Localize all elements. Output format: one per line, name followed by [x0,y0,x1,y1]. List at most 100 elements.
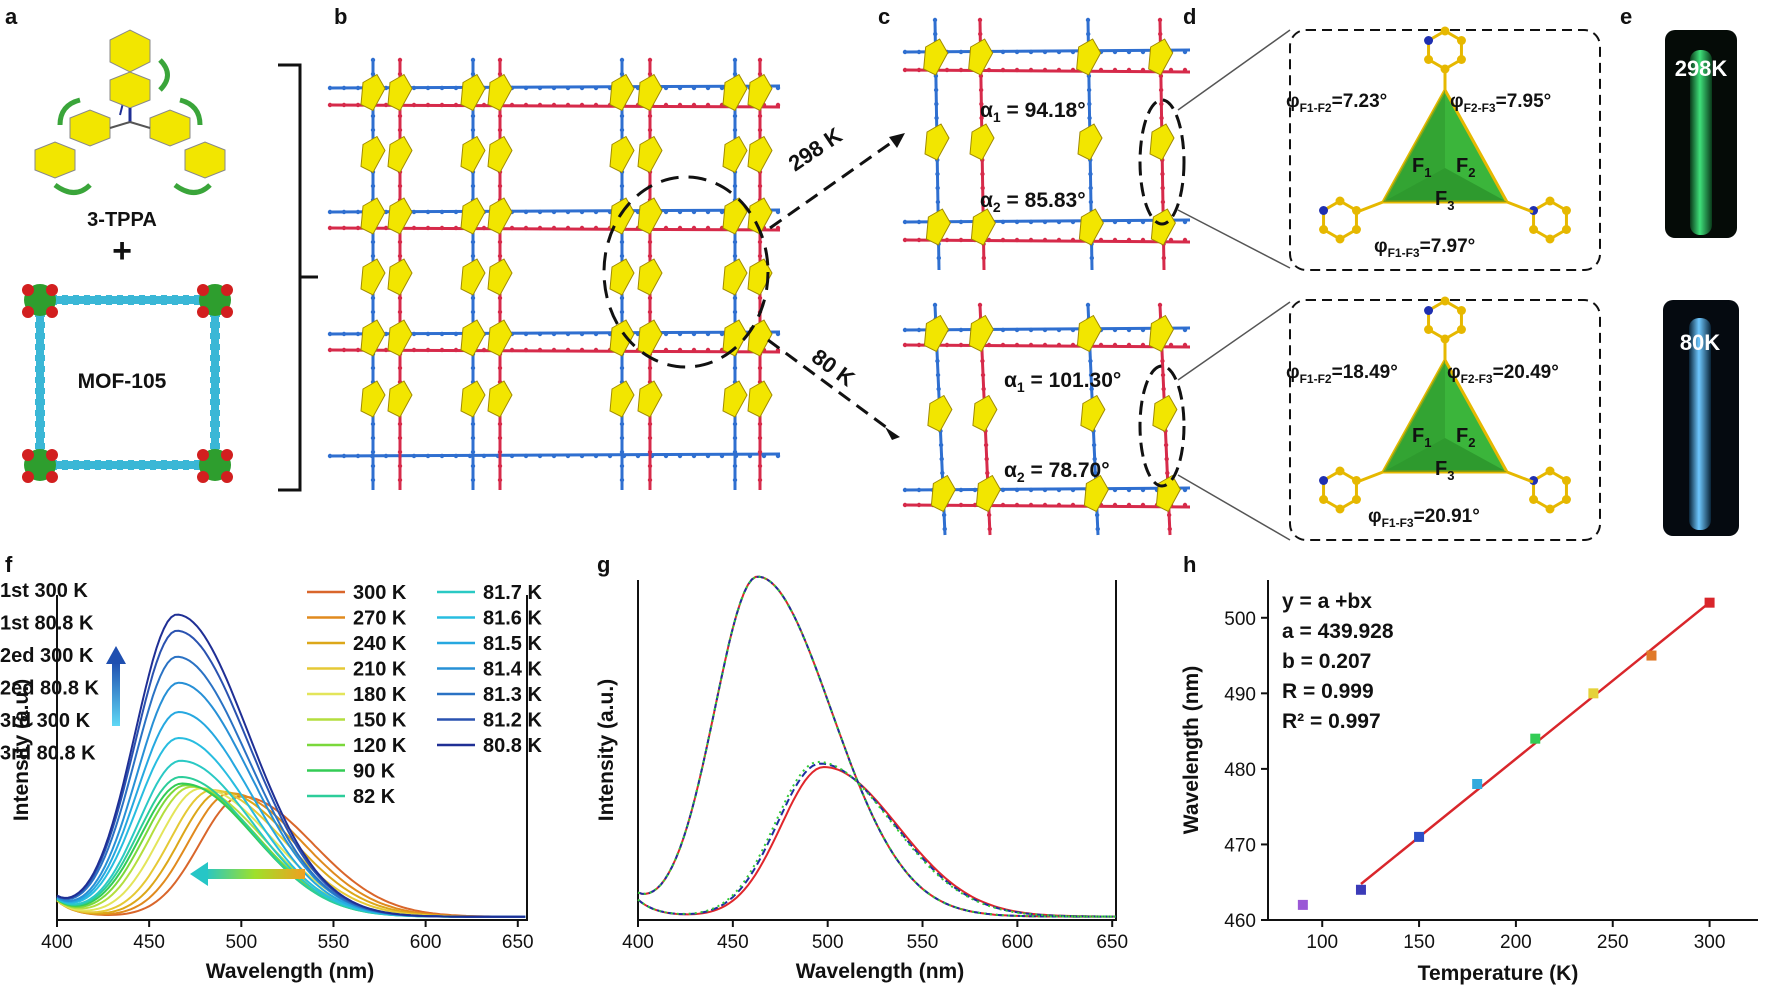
ligand-hexagon [747,73,773,112]
legend-label-4: 180 K [353,684,407,706]
y-tick-label: 480 [1224,760,1256,781]
ligand-hexagon [1148,38,1174,76]
series-line-3 [637,575,1116,918]
chart-h-ylabel: Wavelength (nm) [1180,666,1203,834]
face-f2-80k: F2 [1456,425,1475,450]
ligand-hexagon [387,380,413,418]
arrow-80k [767,338,891,432]
ligand-hexagon [637,135,663,174]
x-tick-label: 150 [1403,932,1435,953]
legend-label-9: 81.7 K [483,582,542,604]
ligand-hexagon [609,135,635,174]
panel-a-label: a [5,4,18,29]
x-tick-label: 600 [410,932,442,953]
panel-f-label: f [5,552,13,577]
ligand-hexagon [487,319,513,357]
zoom-ellipse-298k [1138,98,1186,226]
x-tick-label: 250 [1597,932,1629,953]
ligand-hexagon [387,319,413,357]
ligand-hexagon [968,314,994,353]
ligand-hexagon [609,258,635,296]
legend-label-3: 210 K [353,659,407,681]
ligand-hexagon [969,123,995,161]
plus-sign: + [112,232,132,270]
legend-label-1: 1st 80.8 K [0,613,94,635]
ligand-hexagon [747,135,773,174]
ligand-hexagon [975,474,1001,513]
legend-label-14: 81.2 K [483,710,542,732]
ligand-hexagon [487,258,513,296]
x-tick-label: 600 [1002,932,1034,953]
series-line-11 [56,710,526,918]
legend-label-3: 2ed 80.8 K [0,678,100,700]
ligand-hexagon [1080,394,1106,433]
ligand-hexagon [1077,123,1103,161]
conformer-box-298k [1289,29,1601,271]
pyridine-ring [1532,469,1568,511]
ligand-hexagon [1148,314,1174,353]
ligand-hexagon [722,258,748,296]
legend-label-1: 270 K [353,608,407,630]
ligand-hexagon [927,394,953,433]
ligand-hexagon [1076,314,1102,353]
legend-label-0: 300 K [353,582,407,604]
ligand-hexagon [1083,474,1109,513]
ligand-hexagon [460,319,486,357]
chart-h: 100 150 200 250 300 460 470 480 490 500 y = a +bx a… [1224,580,1758,953]
series-line-5 [637,575,1116,918]
ligand-hexagon [487,73,513,112]
vial-label-80k: 80K [1680,330,1720,355]
ligand-hexagon [487,380,513,418]
x-tick-label: 400 [622,932,654,953]
data-point-7 [1704,597,1715,608]
series-line-15 [56,613,526,918]
arrow-298k [769,138,896,230]
series-line-4 [637,760,1117,918]
ligand-hexagon [972,394,998,433]
ligand-hexagon [722,135,748,174]
ligand-hexagon [460,73,486,112]
phi-f1f3-298k: φF1-F3=7.97° [1374,236,1475,260]
ligand-hexagon [1076,38,1102,76]
ligand-name: 3-TPPA [87,209,157,231]
arrow-298k-label: 298 K [784,123,847,177]
conformer-box-80k [1289,299,1601,541]
ligand-hexagon [970,208,996,246]
pyridine-ring [1427,299,1463,341]
chart-g-xlabel: Wavelength (nm) [796,960,964,983]
legend-label-5: 3rd 80.8 K [0,743,96,765]
phi-f1f2-80k: φF1-F2=18.49° [1286,362,1398,386]
ligand-hexagon [722,73,748,112]
fit-annotation-2: b = 0.207 [1282,650,1371,673]
data-point-1 [1355,884,1366,895]
ligand-hexagon [360,319,386,357]
ligand-hexagon [387,197,413,235]
legend-label-8: 82 K [353,786,396,808]
legend-label-12: 81.4 K [483,659,542,681]
legend-label-11: 81.5 K [483,633,542,655]
face-f3-80k: F3 [1435,458,1454,483]
legend-label-5: 150 K [353,710,407,732]
phi-f1f2-298k: φF1-F2=7.23° [1286,91,1387,115]
ligand-hexagon [360,380,386,418]
chart-g: 400 450 500 550 600 650 1st 300 K 1st 80.8 K 2ed… [0,575,1128,953]
ligand-hexagon [1078,208,1104,246]
pyridine-ring [1427,29,1463,71]
tppa-molecule [34,29,226,195]
chart-f-ylabel: Intensity (a.u.) [10,679,33,821]
x-tick-label: 300 [1694,932,1726,953]
pyridine-ring [1532,199,1568,241]
ligand-hexagon [1149,123,1175,161]
ligand-hexagon [930,474,956,513]
legend-label-13: 81.3 K [483,684,542,706]
panel-c-label: c [878,4,890,29]
ligand-hexagon [923,38,949,76]
panel-e-label: e [1620,4,1632,29]
ligand-hexagon [460,380,486,418]
pyridine-ring [1322,199,1358,241]
framework-298k [902,17,1191,271]
ligand-hexagon [609,380,635,418]
ligand-hexagon [360,258,386,296]
phi-f1f3-80k: φF1-F3=20.91° [1368,506,1480,530]
